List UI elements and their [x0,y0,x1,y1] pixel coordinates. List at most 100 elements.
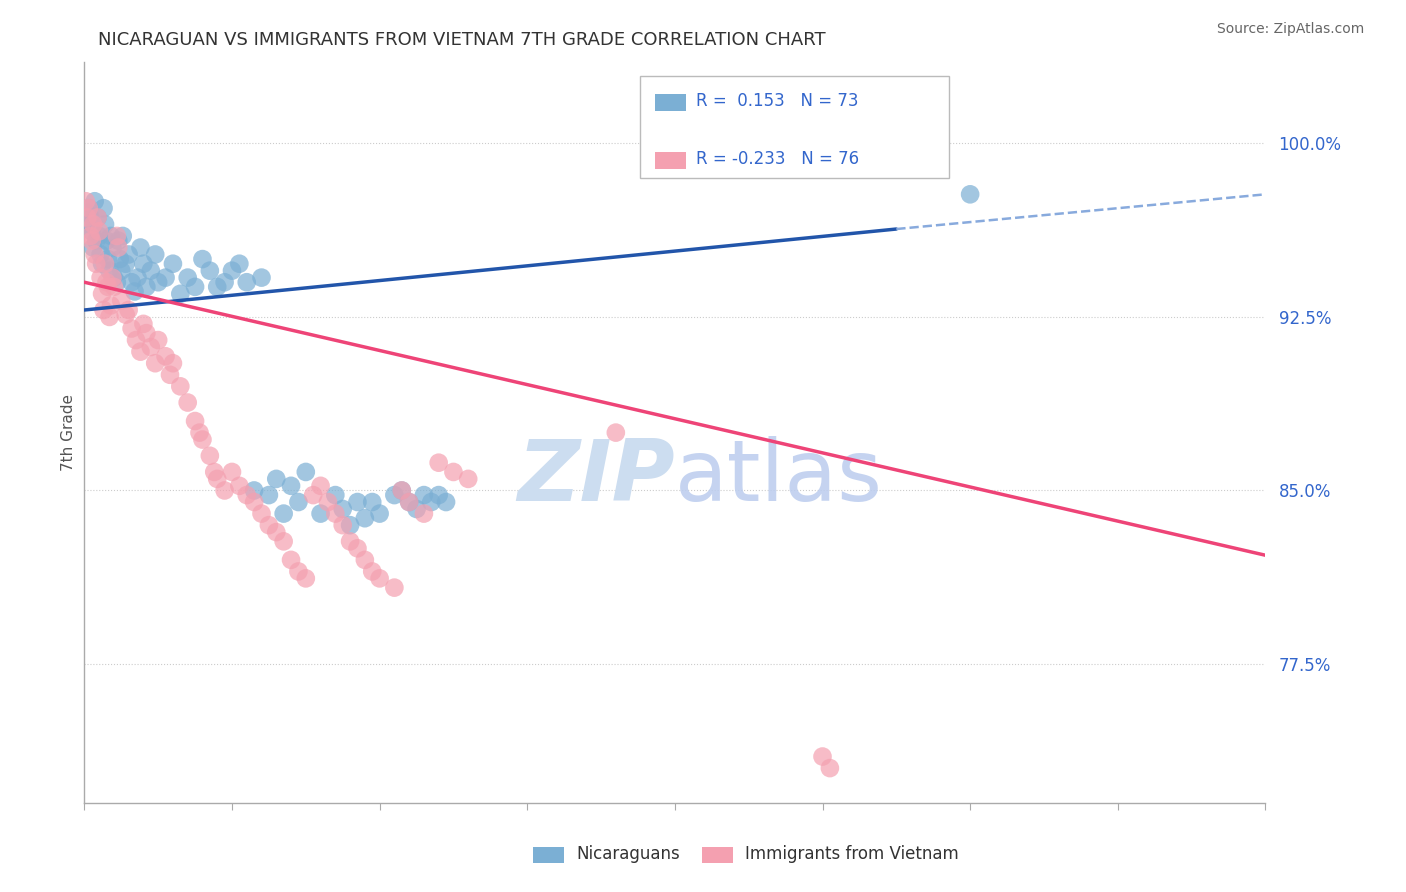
Point [103,280,125,294]
Point [83,194,105,209]
Text: Source: ZipAtlas.com: Source: ZipAtlas.com [1216,22,1364,37]
Point [818,761,841,775]
Point [221,465,243,479]
Point [250,507,273,521]
Point [101,240,124,254]
Point [398,495,420,509]
Point [135,326,157,340]
Point [228,257,250,271]
Text: ZIP: ZIP [517,435,675,518]
Point [107,234,129,248]
Point [405,502,427,516]
Point [127,270,149,285]
Point [273,507,295,521]
Text: R =  0.153   N = 73: R = 0.153 N = 73 [696,92,859,110]
Point [96,275,118,289]
Point [228,479,250,493]
Point [382,488,406,502]
Point [243,495,266,509]
Text: NICARAGUAN VS IMMIGRANTS FROM VIETNAM 7TH GRADE CORRELATION CHART: NICARAGUAN VS IMMIGRANTS FROM VIETNAM 7T… [98,31,827,49]
Point [110,263,132,277]
Point [155,349,177,363]
Point [368,571,391,585]
Point [361,495,384,509]
Point [98,310,121,324]
Point [121,321,143,335]
Point [80,234,103,248]
Point [443,465,465,479]
Point [361,565,384,579]
Point [413,488,436,502]
Point [129,240,152,254]
Point [80,224,103,238]
Point [125,333,148,347]
Point [162,356,184,370]
Point [214,275,236,289]
Point [236,488,259,502]
Point [103,270,125,285]
Point [457,472,479,486]
Point [100,298,122,312]
Point [382,581,406,595]
Point [295,571,318,585]
Point [309,479,332,493]
Point [148,275,170,289]
Point [86,211,108,225]
Point [191,433,214,447]
Point [86,211,108,225]
Point [118,303,141,318]
Point [75,194,97,209]
Point [346,495,368,509]
Point [87,229,111,244]
Point [129,344,152,359]
Point [339,534,361,549]
Point [346,541,368,556]
Point [82,218,104,232]
Point [434,495,457,509]
Point [87,224,111,238]
Point [155,270,177,285]
Point [79,211,101,225]
Point [94,257,117,271]
Point [959,187,981,202]
Point [77,201,100,215]
Point [354,511,377,525]
Point [188,425,211,440]
Point [207,472,229,486]
Point [110,293,132,308]
Point [354,553,377,567]
Point [93,303,115,318]
Point [143,356,166,370]
Point [90,270,112,285]
Point [76,206,98,220]
Point [132,317,155,331]
Point [420,495,443,509]
Point [100,229,122,244]
Point [118,247,141,261]
Point [427,456,450,470]
Point [90,247,112,261]
Point [287,495,309,509]
Point [107,240,129,254]
Point [108,252,131,266]
Point [332,518,354,533]
Point [159,368,181,382]
Point [266,525,288,540]
Point [287,565,309,579]
Point [97,252,120,266]
Point [76,211,98,225]
Point [316,495,339,509]
Point [84,234,107,248]
Point [77,201,100,215]
Point [91,286,114,301]
Point [250,270,273,285]
Point [139,340,162,354]
Point [236,275,259,289]
Point [91,257,114,271]
Point [202,465,225,479]
Point [325,488,347,502]
Point [84,257,107,271]
Text: atlas: atlas [675,435,883,518]
Point [332,502,354,516]
Point [198,449,221,463]
